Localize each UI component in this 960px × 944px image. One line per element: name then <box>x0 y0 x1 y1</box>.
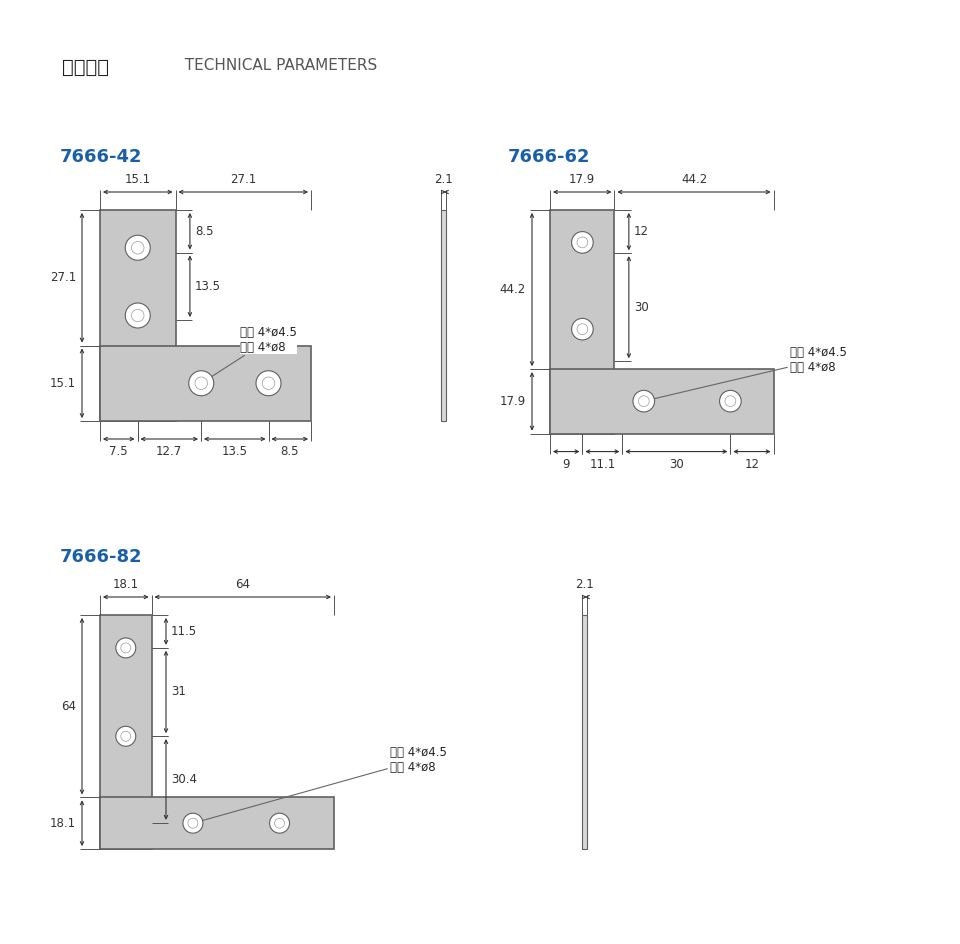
Text: 11.5: 11.5 <box>171 625 197 638</box>
Bar <box>550 210 614 433</box>
Text: 7666-82: 7666-82 <box>60 548 143 566</box>
Circle shape <box>638 396 649 407</box>
Circle shape <box>275 818 284 828</box>
Text: 12: 12 <box>634 225 649 238</box>
Bar <box>100 798 334 849</box>
Text: 12: 12 <box>744 458 759 470</box>
Text: 18.1: 18.1 <box>50 817 76 830</box>
Text: 孔径 4*ø4.5
沉孔 4*ø8: 孔径 4*ø4.5 沉孔 4*ø8 <box>196 746 446 822</box>
Text: 7666-42: 7666-42 <box>60 148 142 166</box>
Text: 44.2: 44.2 <box>500 283 526 296</box>
Text: 30: 30 <box>669 458 684 470</box>
Circle shape <box>125 303 151 328</box>
Text: 12.7: 12.7 <box>156 445 182 458</box>
Circle shape <box>121 643 131 653</box>
Circle shape <box>270 813 290 834</box>
Text: 13.5: 13.5 <box>222 445 248 458</box>
Text: 技术参数: 技术参数 <box>62 58 109 77</box>
Text: 64: 64 <box>61 700 76 713</box>
Text: 18.1: 18.1 <box>112 578 139 591</box>
Circle shape <box>577 324 588 334</box>
Circle shape <box>720 391 741 412</box>
Bar <box>582 615 587 849</box>
Circle shape <box>195 377 207 390</box>
Text: 27.1: 27.1 <box>230 173 256 186</box>
Text: 8.5: 8.5 <box>280 445 299 458</box>
Bar <box>550 369 774 433</box>
Text: 13.5: 13.5 <box>195 279 221 293</box>
Circle shape <box>256 371 281 396</box>
Text: 7666-62: 7666-62 <box>508 148 590 166</box>
Text: 64: 64 <box>235 578 251 591</box>
Circle shape <box>633 391 655 412</box>
Circle shape <box>116 638 135 658</box>
Circle shape <box>577 237 588 247</box>
Text: 15.1: 15.1 <box>125 173 151 186</box>
Text: 孔径 4*ø4.5
沉孔 4*ø8: 孔径 4*ø4.5 沉孔 4*ø8 <box>204 326 297 381</box>
Circle shape <box>132 310 144 322</box>
Circle shape <box>725 396 735 407</box>
Text: 31: 31 <box>171 685 186 699</box>
Text: 9: 9 <box>563 458 570 470</box>
Text: 孔径 4*ø4.5
沉孔 4*ø8: 孔径 4*ø4.5 沉孔 4*ø8 <box>646 346 847 400</box>
Text: 2.1: 2.1 <box>575 578 594 591</box>
Bar <box>441 210 446 421</box>
Circle shape <box>189 371 214 396</box>
Circle shape <box>188 818 198 828</box>
Bar <box>100 346 311 421</box>
Text: 30.4: 30.4 <box>171 773 197 786</box>
Text: 17.9: 17.9 <box>569 173 595 186</box>
Text: 2.1: 2.1 <box>434 173 453 186</box>
Circle shape <box>132 242 144 254</box>
Text: 11.1: 11.1 <box>589 458 615 470</box>
Circle shape <box>121 732 131 741</box>
Text: 30: 30 <box>634 301 649 313</box>
Circle shape <box>262 377 275 390</box>
Circle shape <box>571 231 593 253</box>
Text: 44.2: 44.2 <box>681 173 708 186</box>
Bar <box>100 210 176 421</box>
Circle shape <box>125 235 151 261</box>
Bar <box>100 615 152 849</box>
Circle shape <box>571 318 593 340</box>
Circle shape <box>116 726 135 747</box>
Text: 17.9: 17.9 <box>500 395 526 408</box>
Text: 27.1: 27.1 <box>50 271 76 284</box>
Text: 8.5: 8.5 <box>195 225 213 238</box>
Circle shape <box>183 813 203 834</box>
Text: TECHNICAL PARAMETERS: TECHNICAL PARAMETERS <box>175 58 377 73</box>
Text: 7.5: 7.5 <box>109 445 128 458</box>
Text: 15.1: 15.1 <box>50 377 76 390</box>
